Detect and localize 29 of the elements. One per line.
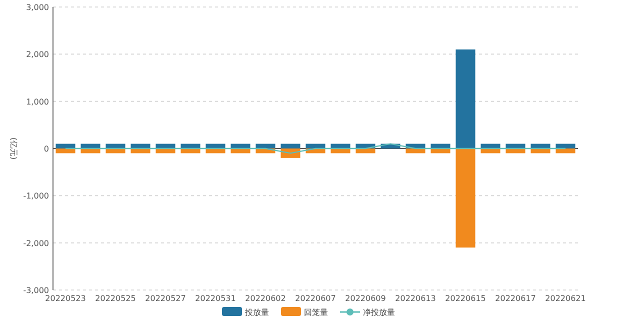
x-tick-label: 20220621 xyxy=(545,294,586,303)
legend-label: 投放量 xyxy=(244,308,269,317)
legend-label: 回笼量 xyxy=(304,308,328,317)
x-tick-label: 20220525 xyxy=(95,294,136,303)
x-tick-label: 20220607 xyxy=(295,294,336,303)
bar xyxy=(556,144,576,148)
y-tick-label: -3,000 xyxy=(23,286,49,295)
x-tick-label: 20220617 xyxy=(495,294,536,303)
bar xyxy=(456,49,476,148)
bar xyxy=(56,148,76,154)
y-tick-label: -1,000 xyxy=(23,192,49,201)
x-tick-label: 20220613 xyxy=(395,294,436,303)
y-tick-label: 1,000 xyxy=(26,97,49,106)
bar xyxy=(280,144,300,148)
bar xyxy=(56,144,76,148)
y-axis-title: (亿元) xyxy=(9,137,18,160)
y-tick-label: 3,000 xyxy=(26,3,49,12)
x-tick-label: 20220609 xyxy=(345,294,386,303)
x-tick-label: 20220527 xyxy=(145,294,186,303)
bar xyxy=(456,148,476,248)
y-tick-label: 0 xyxy=(44,144,49,154)
y-tick-label: -2,000 xyxy=(23,238,49,248)
legend-label: 净投放量 xyxy=(363,308,395,317)
x-tick-label: 20220523 xyxy=(45,294,86,303)
y-tick-label: 2,000 xyxy=(26,50,49,60)
x-tick-label: 20220531 xyxy=(195,294,236,303)
x-tick-label: 20220602 xyxy=(245,294,286,303)
bar xyxy=(556,148,576,154)
x-tick-label: 20220615 xyxy=(445,294,486,303)
